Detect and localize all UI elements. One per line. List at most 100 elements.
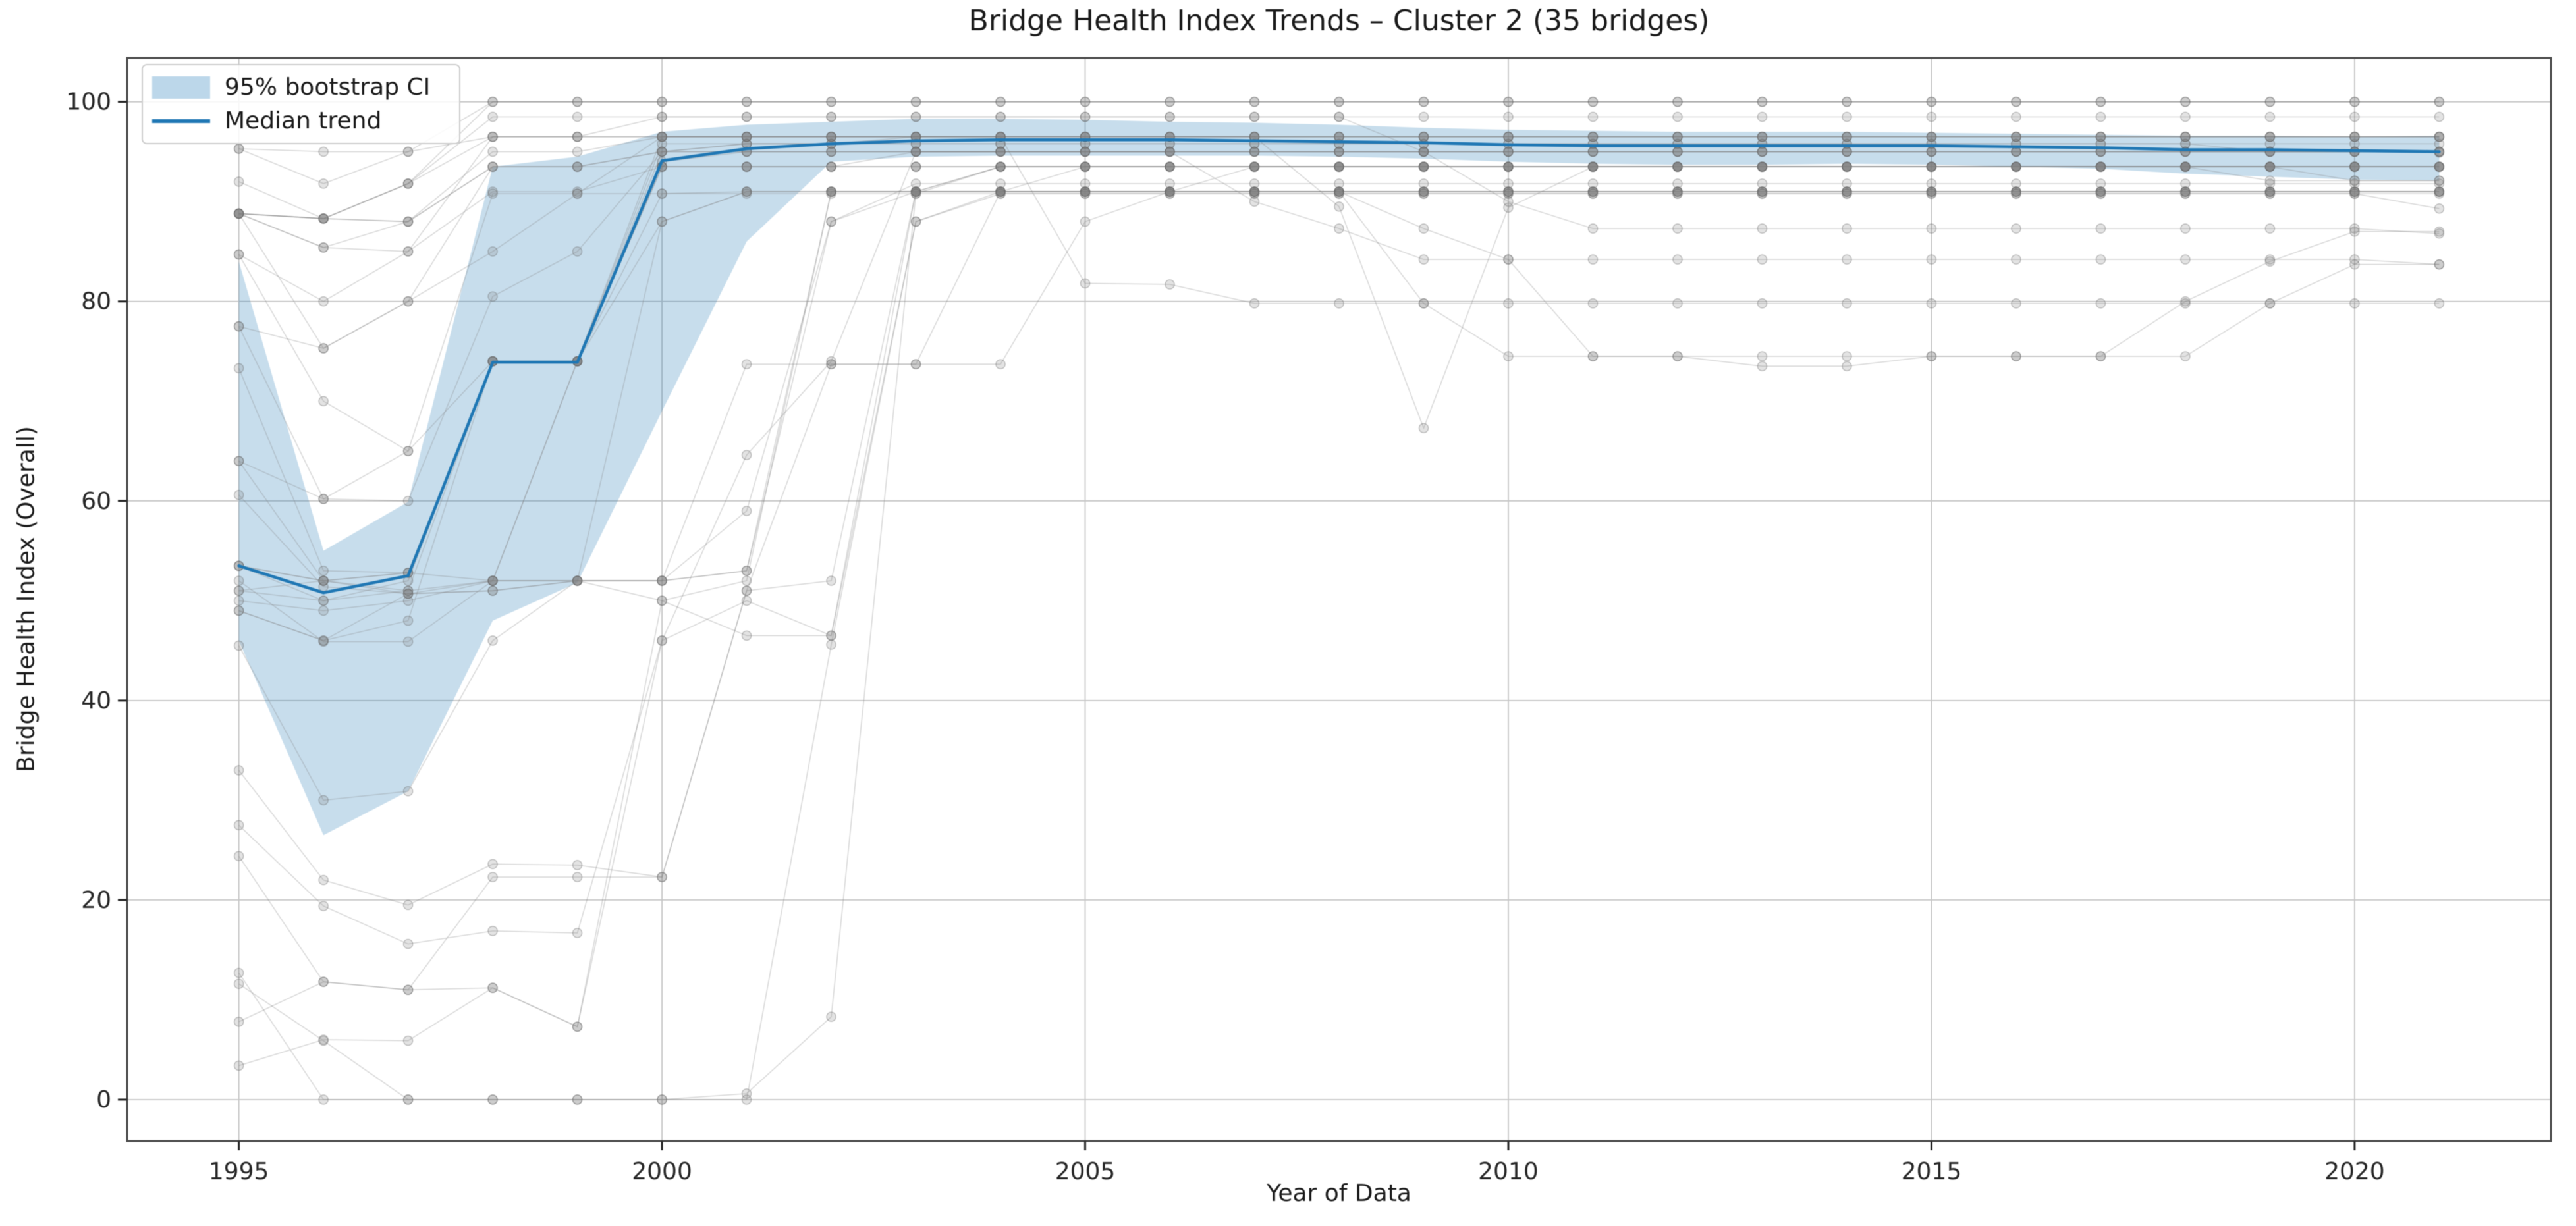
bridge-marker <box>1249 161 1260 172</box>
bridge-marker <box>2434 175 2445 186</box>
bridge-marker <box>657 188 667 199</box>
bridge-marker <box>2264 256 2276 267</box>
bridge-line <box>238 183 2440 612</box>
bridge-marker <box>572 575 583 586</box>
bridge-marker <box>1165 186 1175 197</box>
bridge-marker <box>657 132 667 142</box>
bridge-marker <box>402 216 414 227</box>
bridge-marker <box>1672 132 1683 142</box>
bridge-marker <box>2349 188 2360 199</box>
bridge-marker <box>1926 161 1937 172</box>
bridge-line <box>238 151 2440 223</box>
bridge-marker <box>318 605 329 616</box>
bridge-marker <box>1418 146 1429 157</box>
bridge-marker <box>1926 161 1937 172</box>
bridge-marker <box>402 615 414 626</box>
bridge-marker <box>1334 161 1344 172</box>
bridge-marker <box>2349 96 2360 107</box>
bridge-marker <box>2095 188 2106 199</box>
bridge-marker <box>1503 178 1514 189</box>
bridge-marker <box>826 630 836 641</box>
bridge-marker <box>1842 298 1852 309</box>
bridge-marker <box>402 446 414 456</box>
bridge-marker <box>1587 161 1599 172</box>
bridge-line <box>238 191 2440 1100</box>
y-tick-label: 0 <box>96 1086 111 1113</box>
bridge-marker <box>2095 161 2106 172</box>
bridge-marker <box>318 976 329 987</box>
bridge-marker <box>1672 186 1683 197</box>
bridge-marker <box>2349 96 2360 107</box>
bridge-marker <box>2011 132 2021 142</box>
bridge-marker <box>1418 146 1429 157</box>
bridge-marker <box>995 161 1006 172</box>
bridge-marker <box>1842 186 1852 197</box>
bridge-marker <box>1418 298 1429 309</box>
bridge-marker <box>2434 132 2445 142</box>
bridge-marker <box>1757 161 1768 172</box>
bridge-marker <box>1842 161 1852 172</box>
bridge-marker <box>402 246 414 257</box>
bridge-marker <box>1334 186 1344 197</box>
bridge-marker <box>1165 186 1175 197</box>
bridge-marker <box>2180 132 2191 142</box>
bridge-marker <box>995 186 1006 197</box>
legend-item-ci: 95% bootstrap CI <box>152 74 450 101</box>
bridge-marker <box>741 595 752 606</box>
bridge-marker <box>1926 186 1937 197</box>
bridge-line <box>238 136 2440 602</box>
bridge-marker <box>402 585 414 596</box>
bridge-marker <box>487 872 498 882</box>
bridge-line <box>238 191 2440 581</box>
bridge-marker <box>2434 161 2445 172</box>
bridge-marker <box>2095 96 2106 107</box>
bridge-marker <box>1842 186 1852 197</box>
bridge-marker <box>487 585 498 596</box>
bridge-marker <box>2434 111 2445 122</box>
bridge-marker <box>657 138 667 149</box>
bridge-marker <box>233 1060 244 1071</box>
bridge-marker <box>318 901 329 911</box>
bridge-marker <box>233 595 244 606</box>
bridge-marker <box>1418 96 1429 107</box>
bridge-marker <box>318 146 329 157</box>
bridge-marker <box>1080 278 1091 289</box>
bridge-marker <box>741 566 752 576</box>
bridge-line <box>238 116 2440 234</box>
bridge-marker <box>318 1034 329 1045</box>
bridge-marker <box>1757 132 1768 142</box>
bridge-marker <box>741 161 752 172</box>
bridge-marker <box>1249 186 1260 197</box>
bridge-marker <box>2180 186 2191 197</box>
bridge-marker <box>995 161 1006 172</box>
bridge-marker <box>910 186 921 197</box>
bridge-marker <box>2095 186 2106 197</box>
bridge-marker <box>1080 96 1091 107</box>
bridge-marker <box>1757 96 1768 107</box>
bridge-marker <box>657 635 667 646</box>
bridge-marker <box>1249 186 1260 197</box>
bridge-marker <box>1418 161 1429 172</box>
bridge-marker <box>1080 186 1091 197</box>
bridge-marker <box>1080 186 1091 197</box>
y-axis: 0 20 40 60 80 100 <box>66 89 127 1113</box>
bridge-marker <box>1757 186 1768 197</box>
bridge-marker <box>741 161 752 172</box>
bridge-marker <box>995 96 1006 107</box>
bridge-marker <box>1165 161 1175 172</box>
bridge-marker <box>657 872 667 882</box>
bridge-marker <box>487 635 498 646</box>
x-tick-label: 2000 <box>632 1158 692 1185</box>
bridge-marker <box>1587 161 1599 172</box>
bridge-marker <box>2264 161 2276 172</box>
bridge-marker <box>741 575 752 586</box>
bridge-marker <box>826 161 836 172</box>
bridge-marker <box>995 111 1006 122</box>
bridge-marker <box>2434 186 2445 197</box>
bridge-marker <box>2011 161 2021 172</box>
bridge-marker <box>1757 161 1768 172</box>
bridge-marker <box>1503 196 1514 207</box>
bridge-marker <box>741 506 752 516</box>
bridge-marker <box>2349 186 2360 197</box>
bridge-marker <box>1757 111 1768 122</box>
